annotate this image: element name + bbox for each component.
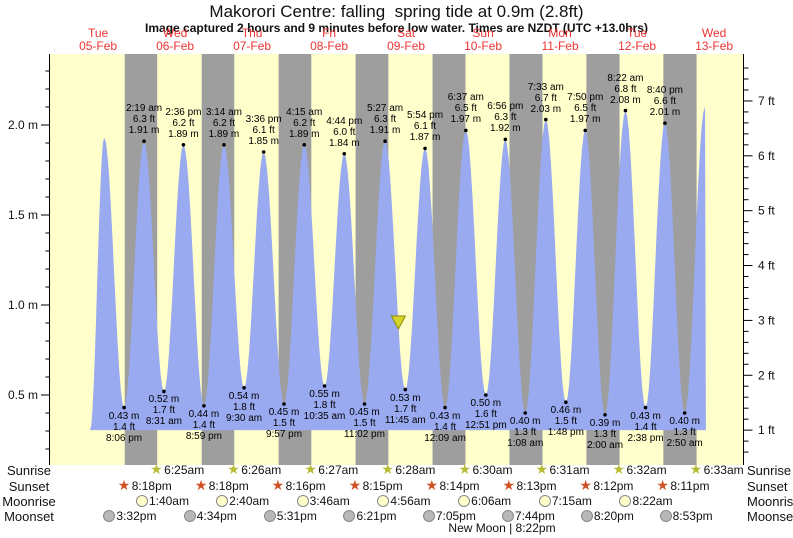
- tide-extreme-dot: [202, 404, 206, 408]
- tide-extreme-dot: [544, 117, 548, 122]
- tide-extreme-dot: [643, 405, 648, 410]
- sunrise-row-label-left: Sunrise: [6, 463, 52, 478]
- ft-axis-label: 1 ft: [758, 423, 775, 437]
- moonset-row-label-left: Moonset: [4, 509, 54, 524]
- tide-extreme-dot: [663, 121, 667, 125]
- tide-extreme-dot: [162, 389, 166, 394]
- tide-extreme-dot: [122, 405, 126, 410]
- tide-extreme-dot: [403, 387, 408, 392]
- m-axis-label: 1.0 m: [8, 298, 38, 312]
- ft-axis-label: 3 ft: [758, 313, 775, 327]
- tide-extreme-dot: [564, 400, 568, 405]
- ft-axis-label: 2 ft: [758, 368, 775, 382]
- tide-extreme-dot: [142, 139, 146, 143]
- tide-extreme-dot: [603, 413, 607, 417]
- moonrise-row-label-right: Moonrise: [747, 494, 793, 509]
- m-axis-label: 0.5 m: [8, 388, 38, 402]
- m-axis-label: 2.0 m: [8, 118, 38, 132]
- sunset-row-label-left: Sunset: [8, 479, 50, 494]
- ft-axis-label: 6 ft: [758, 149, 775, 163]
- tide-extreme-dot: [383, 139, 387, 143]
- m-axis-label: 1.5 m: [8, 208, 38, 222]
- tide-extreme-dot: [302, 143, 307, 147]
- ft-axis-label: 4 ft: [758, 259, 775, 273]
- tide-extreme-dot: [282, 402, 286, 406]
- ft-axis-label: 5 ft: [758, 204, 775, 218]
- tide-extreme-dot: [583, 128, 588, 133]
- tide-extreme-dot: [623, 108, 628, 113]
- tide-extreme-dot: [443, 405, 447, 410]
- new-moon-note: New Moon | 8:22pm: [448, 521, 556, 535]
- tide-extreme-dot: [484, 393, 488, 397]
- tide-extreme-dot: [503, 137, 508, 142]
- tide-extreme-dot: [423, 146, 427, 151]
- moonset-row-label-right: Moonset: [747, 509, 793, 524]
- sunset-row-label-right: Sunset: [747, 479, 788, 494]
- tide-extreme-dot: [181, 143, 186, 147]
- page-title: Makorori Centre: falling spring tide at …: [209, 2, 584, 21]
- capture-note: Image captured 2 hours and 9 minutes bef…: [145, 21, 648, 35]
- sunrise-row-label-right: Sunrise: [747, 463, 792, 478]
- tide-extreme-dot: [322, 384, 327, 388]
- tide-extreme-dot: [242, 386, 246, 390]
- current-level-marker: [390, 315, 407, 331]
- tide-area: [90, 107, 706, 431]
- tide-extreme-dot: [362, 402, 367, 406]
- tide-extreme-dot: [464, 128, 468, 133]
- ft-axis-label: 7 ft: [758, 94, 775, 108]
- tide-extreme-dot: [342, 152, 347, 156]
- tide-extreme-dot: [682, 411, 687, 415]
- tide-extreme-dot: [222, 143, 226, 147]
- tide-extreme-dot: [523, 411, 528, 415]
- moonrise-row-label-left: Moonrise: [2, 494, 56, 509]
- tide-extreme-dot: [261, 150, 266, 154]
